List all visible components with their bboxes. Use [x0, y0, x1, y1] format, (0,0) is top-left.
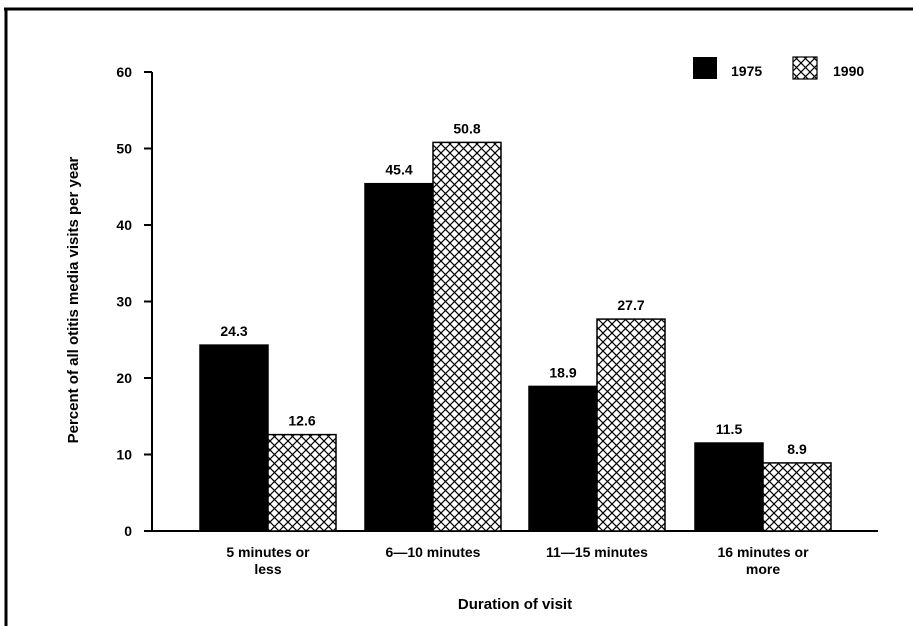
y-tick-label: 60 [116, 64, 132, 80]
data-label-1975-6-10-minutes: 45.4 [385, 162, 412, 178]
bar-1975-16-minutes-or-more [694, 442, 764, 532]
data-label-1990-5-minutes-or-less: 12.6 [288, 413, 315, 429]
bar-1990-5-minutes-or-less [267, 433, 337, 532]
x-tick-label: 5 minutes or [226, 544, 310, 560]
data-label-1990-16-minutes-or-more: 8.9 [787, 441, 807, 457]
data-label-1975-16-minutes-or-more: 11.5 [716, 421, 743, 437]
y-tick-label: 20 [116, 370, 132, 386]
x-tick-label: 16 minutes or [717, 544, 809, 560]
legend-swatch-1990 [792, 56, 818, 80]
y-axis-title: Percent of all otitis media visits per y… [65, 156, 82, 443]
y-tick-label: 0 [124, 523, 132, 539]
y-tick-label: 10 [116, 447, 132, 463]
data-label-1990-11-15-minutes: 27.7 [617, 297, 644, 313]
y-tick-label: 40 [116, 217, 132, 233]
data-label-1990-6-10-minutes: 50.8 [453, 120, 480, 136]
x-tick-label: 6—10 minutes [386, 544, 481, 560]
x-axis-title: Duration of visit [458, 596, 572, 613]
bar-1975-11-15-minutes [528, 385, 598, 532]
legend-label-1975: 1975 [731, 63, 762, 79]
bar-1990-16-minutes-or-more [762, 462, 832, 532]
data-label-1975-5-minutes-or-less: 24.3 [220, 323, 247, 339]
legend-swatch-1975 [693, 57, 717, 79]
legend-label-1990: 1990 [833, 63, 864, 79]
bar-1990-6-10-minutes [432, 141, 502, 532]
legend: 1975 1990 [693, 56, 864, 80]
x-tick-label: 11—15 minutes [546, 544, 648, 560]
bar-1975-6-10-minutes [364, 182, 434, 532]
y-tick-label: 30 [116, 294, 132, 310]
x-tick-label: less [254, 561, 281, 577]
data-label-1975-11-15-minutes: 18.9 [549, 364, 576, 380]
bar-1990-11-15-minutes [596, 318, 666, 532]
bar-1975-5-minutes-or-less [199, 344, 269, 532]
y-tick-label: 50 [116, 141, 132, 157]
x-tick-label: more [746, 561, 780, 577]
